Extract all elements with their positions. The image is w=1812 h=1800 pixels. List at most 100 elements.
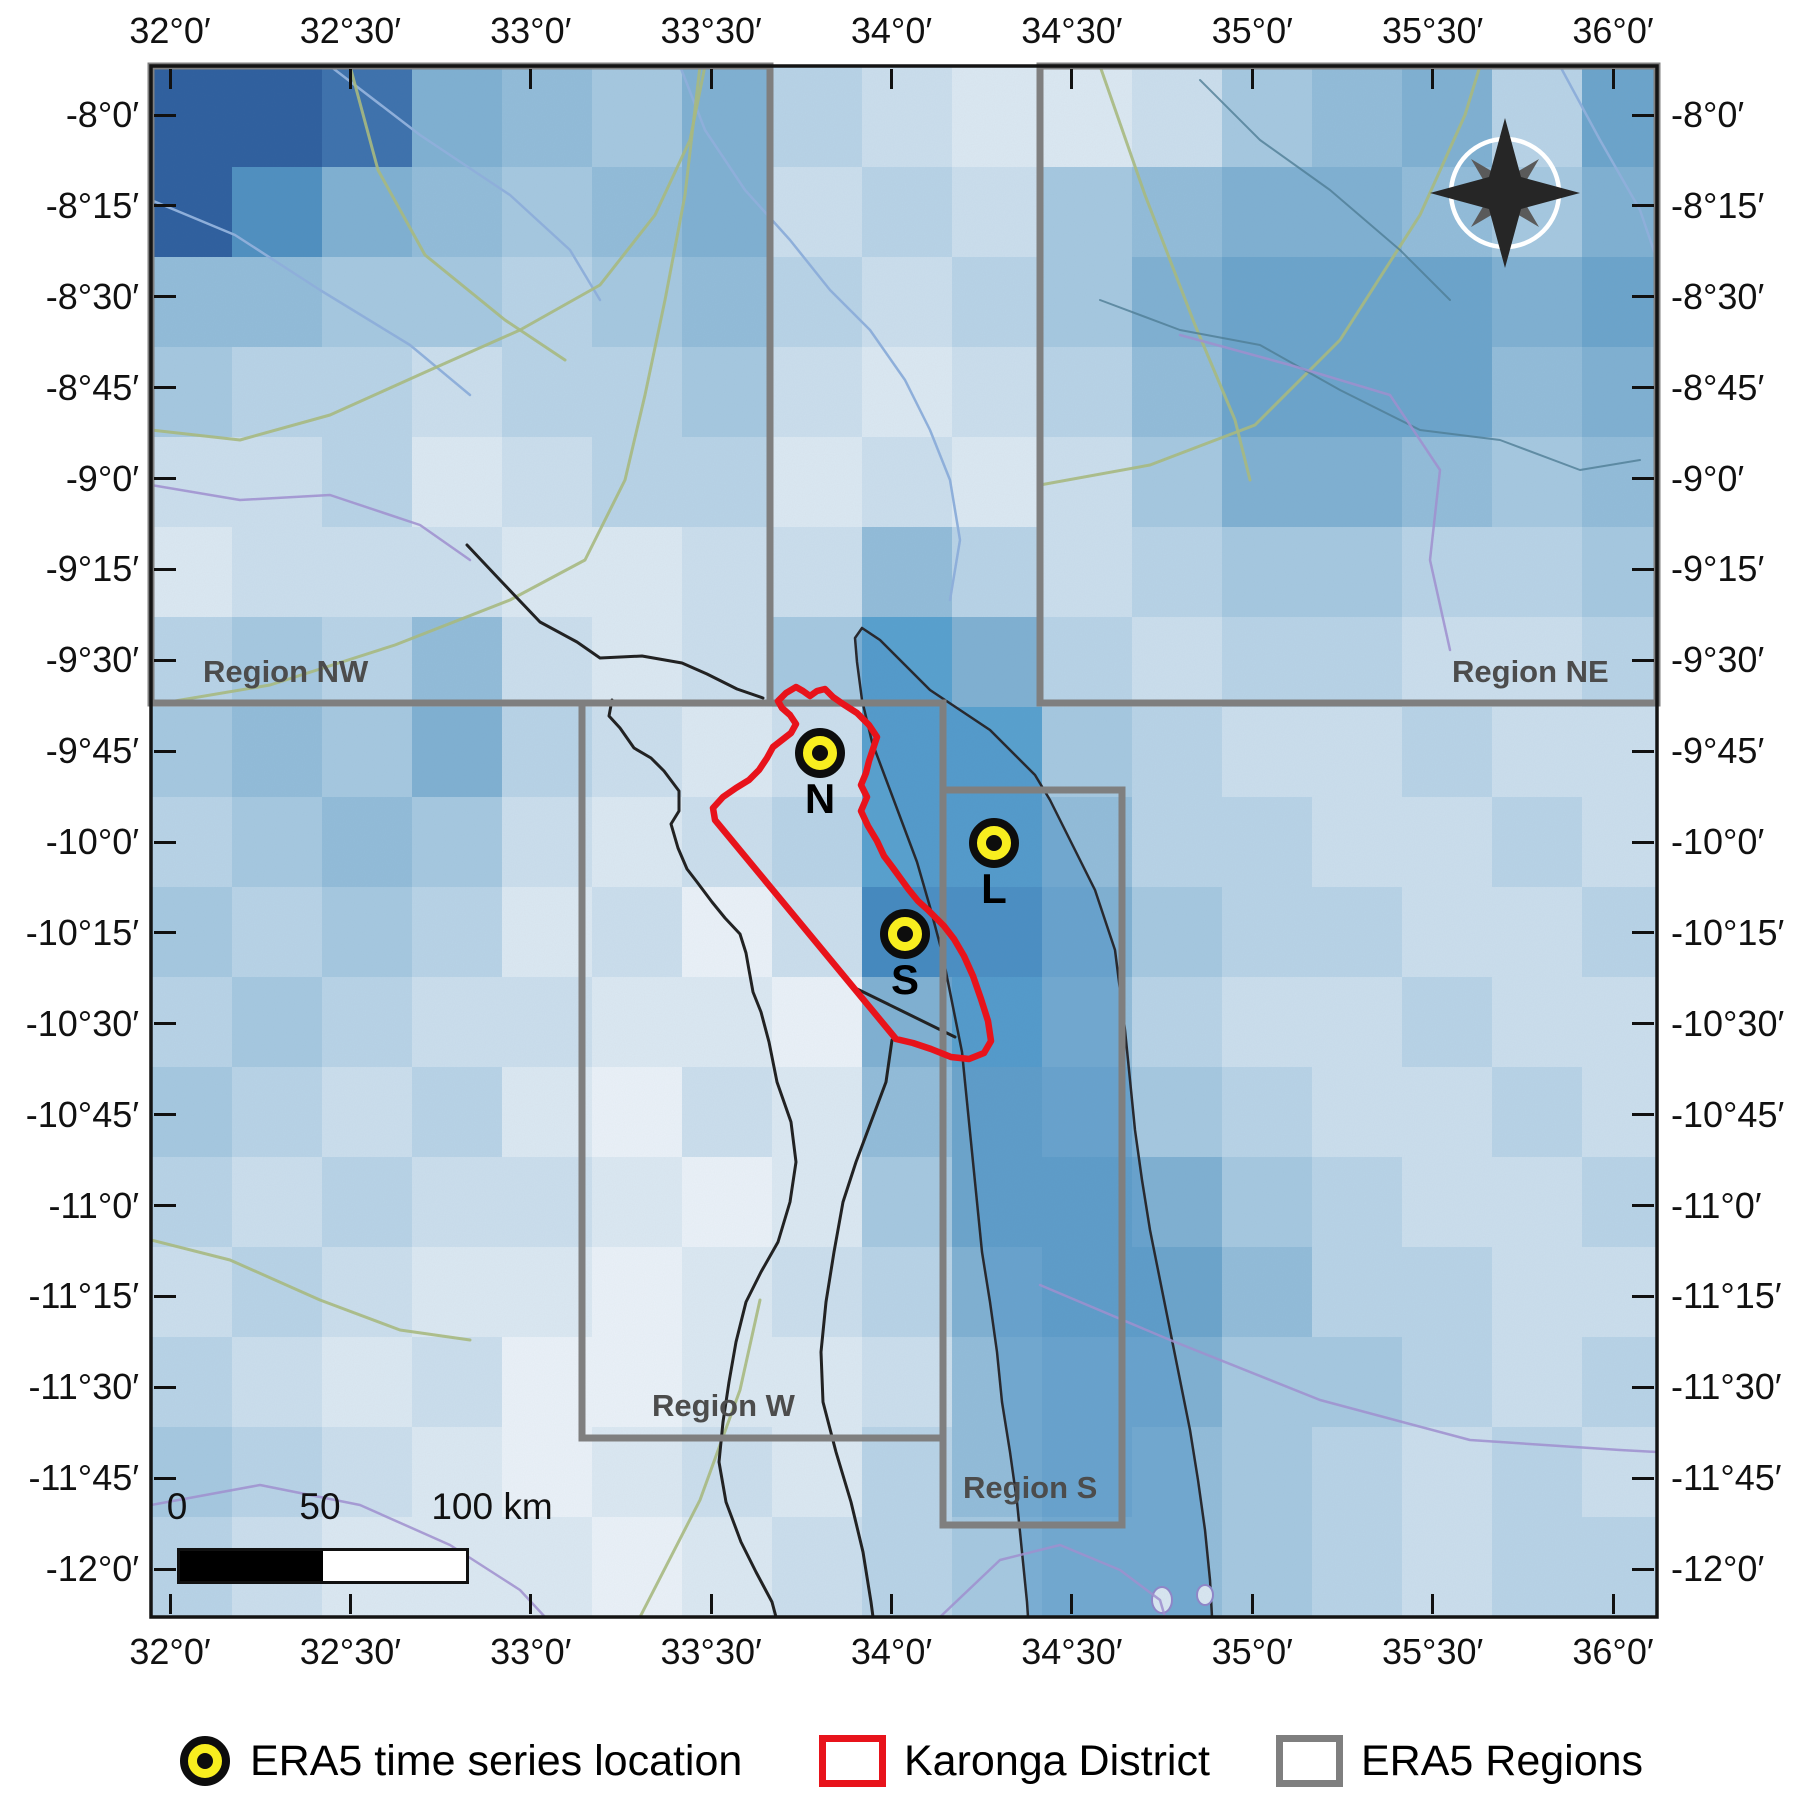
- axis-left-tick: [154, 1476, 176, 1480]
- axis-right-label: -8°45′: [1671, 366, 1765, 408]
- axis-bottom-tick: [890, 1594, 893, 1614]
- axis-right-label: -11°30′: [1671, 1366, 1782, 1408]
- axis-top-tick: [890, 69, 893, 89]
- axis-left-label: -9°30′: [45, 639, 139, 681]
- axis-right-tick: [1632, 1385, 1654, 1389]
- axis-left-tick: [154, 1113, 176, 1117]
- era5-timeseries-marker-label: N: [804, 775, 836, 822]
- region-label: Region NE: [1452, 654, 1609, 689]
- axis-bottom-label: 32°30′: [299, 1631, 401, 1672]
- axis-bottom-label: 34°30′: [1021, 1631, 1123, 1672]
- axis-bottom-label: 35°0′: [1211, 1631, 1293, 1672]
- axis-right-label: -12°0′: [1671, 1548, 1765, 1589]
- scalebar-white-segment: [323, 1551, 466, 1581]
- axis-left-label: -11°0′: [48, 1184, 139, 1226]
- axis-top-label: 32°30′: [299, 10, 401, 51]
- axis-right-tick: [1632, 477, 1654, 480]
- axis-left-label: -8°45′: [45, 366, 139, 408]
- axis-right-label: -8°30′: [1671, 275, 1765, 317]
- era5-timeseries-marker-label: S: [890, 956, 920, 1003]
- axis-bottom-tick: [1431, 1594, 1435, 1614]
- axis-left-label: -8°0′: [65, 94, 139, 135]
- axis-left-label: -10°30′: [25, 1002, 139, 1044]
- axis-bottom-tick: [1070, 1594, 1074, 1614]
- axis-right-tick: [1632, 1476, 1654, 1480]
- axis-right-label: -10°0′: [1671, 821, 1765, 862]
- axis-left-tick: [154, 295, 176, 299]
- axis-left-label: -9°15′: [45, 548, 139, 590]
- axis-right-tick: [1632, 1567, 1654, 1571]
- axis-right-label: -11°45′: [1671, 1457, 1782, 1499]
- axis-right-label: -10°15′: [1671, 911, 1785, 953]
- axis-top-tick: [1070, 69, 1074, 89]
- axis-bottom-tick: [348, 1594, 352, 1614]
- axis-right-tick: [1632, 295, 1654, 299]
- karonga-district-outline: [709, 683, 995, 1063]
- era5-timeseries-marker-label: L: [981, 865, 1007, 912]
- map-frame: [149, 64, 1659, 1619]
- axis-left-label: -8°15′: [45, 184, 139, 226]
- axis-bottom-tick: [529, 1594, 533, 1614]
- axis-bottom-tick: [1250, 1594, 1254, 1614]
- axis-right-tick: [1632, 113, 1654, 117]
- legend-era5-point-label: ERA5 time series location: [250, 1736, 743, 1785]
- era5-region-box: [939, 786, 1126, 1529]
- karonga-district-swatch-icon: [819, 1735, 886, 1787]
- axis-top-label: 32°0′: [129, 10, 211, 51]
- axis-top-tick: [1431, 69, 1435, 89]
- axis-bottom-label: 32°0′: [129, 1631, 211, 1672]
- axis-left-label: -11°45′: [28, 1457, 139, 1499]
- axis-left-tick: [154, 113, 176, 117]
- axis-right-label: -10°30′: [1671, 1002, 1785, 1044]
- axis-top-tick: [168, 69, 172, 89]
- axis-right-label: -9°0′: [1671, 457, 1745, 499]
- axis-right-tick: [1632, 931, 1654, 935]
- legend-karonga-label: Karonga District: [904, 1736, 1210, 1785]
- axis-left-tick: [154, 1022, 176, 1026]
- scalebar-0-label: 0: [166, 1486, 188, 1527]
- legend-item-era5-regions: ERA5 Regions: [1276, 1722, 1643, 1800]
- axis-left-tick: [154, 658, 176, 662]
- axis-bottom-tick: [709, 1594, 713, 1614]
- scalebar-100km-label: 100 km: [431, 1486, 553, 1527]
- era5-point-icon: [180, 1736, 230, 1786]
- axis-right-label: -8°0′: [1671, 94, 1745, 135]
- axis-left-label: -10°45′: [25, 1093, 139, 1135]
- axis-right-label: -9°30′: [1671, 639, 1765, 681]
- axis-left-tick: [154, 1204, 176, 1207]
- axis-left-tick: [154, 749, 176, 753]
- region-label: Region S: [963, 1470, 1098, 1505]
- axis-right-tick: [1632, 1113, 1654, 1117]
- compass-rose-icon: [1430, 118, 1580, 268]
- axis-right-label: -9°45′: [1671, 730, 1765, 772]
- era5-timeseries-marker-dot: [897, 926, 913, 942]
- era5-timeseries-marker-dot: [986, 835, 1002, 851]
- axis-left-label: -9°0′: [65, 457, 139, 499]
- axis-left-tick: [154, 840, 176, 844]
- axis-left-tick: [154, 477, 176, 480]
- axis-bottom-tick: [1611, 1594, 1615, 1614]
- axis-right-label: -11°0′: [1671, 1184, 1762, 1226]
- axis-left-tick: [154, 1294, 176, 1298]
- axis-top-label: 34°30′: [1021, 10, 1123, 51]
- axis-bottom-label: 34°0′: [850, 1631, 933, 1672]
- axis-right-tick: [1632, 567, 1654, 571]
- axis-right-tick: [1632, 386, 1654, 390]
- axis-right-tick: [1632, 658, 1654, 662]
- axis-right-label: -10°45′: [1671, 1093, 1785, 1135]
- axis-right-label: -11°15′: [1671, 1275, 1782, 1317]
- axis-top-label: 35°30′: [1382, 10, 1484, 51]
- axis-right-tick: [1632, 204, 1654, 208]
- axis-left-label: -8°30′: [45, 275, 139, 317]
- axis-right-tick: [1632, 840, 1654, 844]
- axis-top-tick: [348, 69, 352, 89]
- axis-bottom-label: 35°30′: [1382, 1631, 1484, 1672]
- axis-left-label: -10°15′: [25, 911, 139, 953]
- legend-era5-regions-label: ERA5 Regions: [1361, 1736, 1644, 1785]
- axis-bottom-label: 36°0′: [1572, 1631, 1654, 1672]
- axis-left-tick: [154, 567, 176, 571]
- axis-top-tick: [529, 69, 533, 89]
- legend: ERA5 time series location Karonga Distri…: [0, 1722, 1812, 1800]
- legend-item-era5-point: ERA5 time series location: [176, 1722, 742, 1800]
